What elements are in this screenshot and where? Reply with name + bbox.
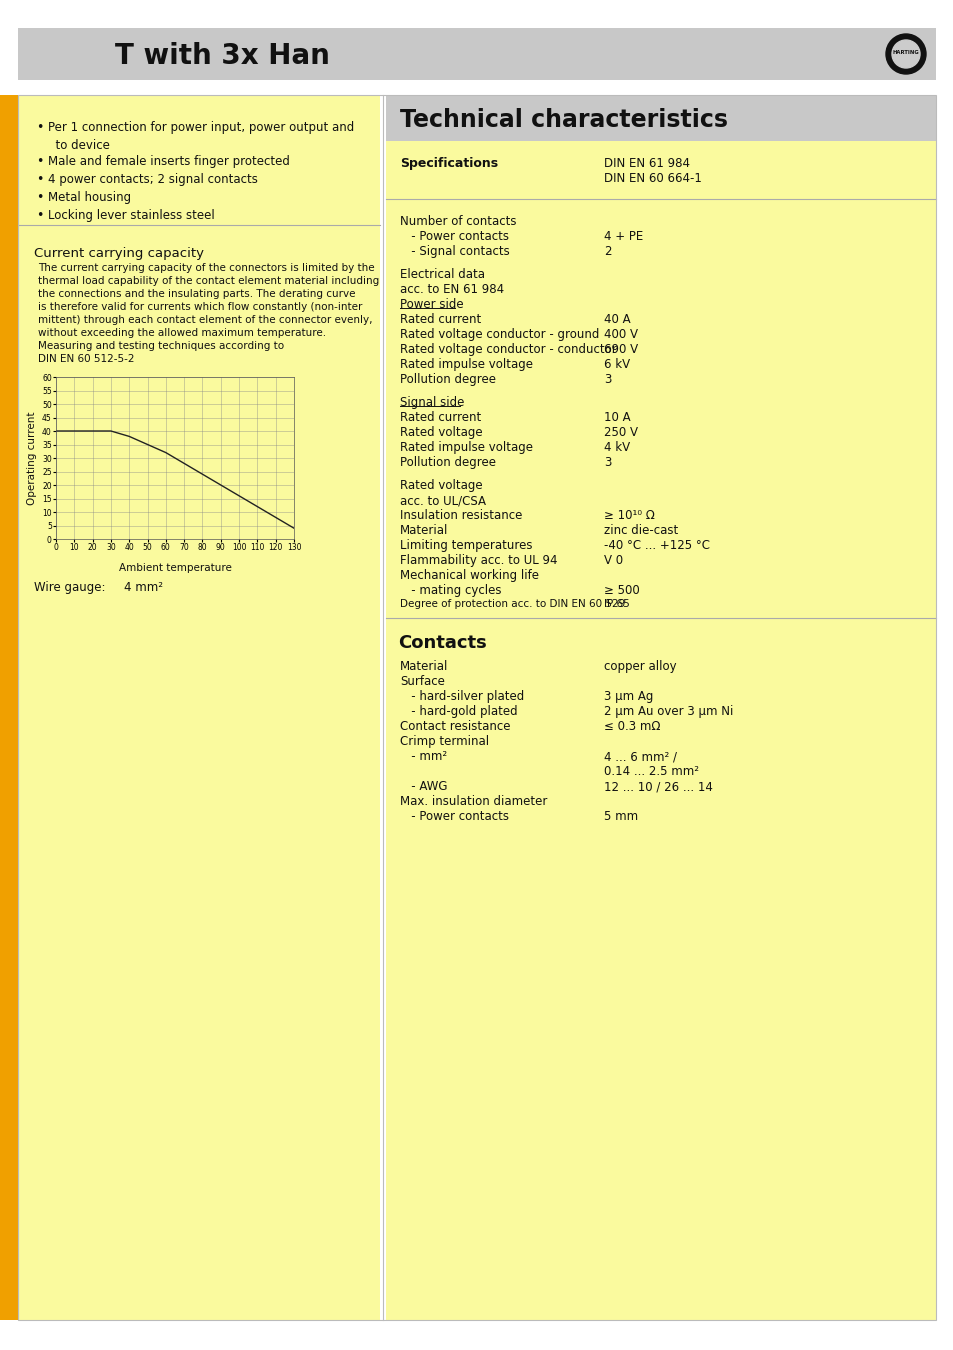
Text: acc. to EN 61 984: acc. to EN 61 984 [399,284,503,296]
Text: Specifications: Specifications [399,157,497,170]
Text: 2: 2 [603,244,611,258]
Text: Material: Material [399,524,448,537]
Text: 2 μm Au over 3 μm Ni: 2 μm Au over 3 μm Ni [603,705,733,718]
Text: 400 V: 400 V [603,328,638,342]
Text: - Power contacts: - Power contacts [399,810,509,824]
Text: Per 1 connection for power input, power output and: Per 1 connection for power input, power … [48,122,354,134]
Text: IP 65: IP 65 [603,599,629,609]
Text: Rated current: Rated current [399,410,480,424]
Text: The current carrying capacity of the connectors is limited by the: The current carrying capacity of the con… [38,263,375,273]
Circle shape [885,34,925,74]
Text: 5 mm: 5 mm [603,810,638,824]
Text: mittent) through each contact element of the connector evenly,: mittent) through each contact element of… [38,315,372,325]
Text: 4 mm²: 4 mm² [124,580,163,594]
Text: HARTING: HARTING [892,50,919,54]
Text: - hard-gold plated: - hard-gold plated [399,705,517,718]
Text: 3 μm Ag: 3 μm Ag [603,690,653,703]
Text: 4 power contacts; 2 signal contacts: 4 power contacts; 2 signal contacts [48,173,257,186]
Text: Rated voltage: Rated voltage [399,479,482,491]
Text: 3: 3 [603,456,611,468]
Text: •: • [36,190,43,204]
Text: Ambient temperature: Ambient temperature [118,563,232,572]
Text: Signal side: Signal side [399,396,464,409]
Text: - mm²: - mm² [399,751,447,763]
Text: Mechanical working life: Mechanical working life [399,568,538,582]
Circle shape [891,40,919,68]
Text: Operating current: Operating current [27,412,37,505]
FancyBboxPatch shape [386,95,935,140]
Text: •: • [36,122,43,134]
Text: -40 °C ... +125 °C: -40 °C ... +125 °C [603,539,709,552]
Text: - Signal contacts: - Signal contacts [399,244,509,258]
Text: Max. insulation diameter: Max. insulation diameter [399,795,547,809]
Text: Insulation resistance: Insulation resistance [399,509,522,522]
Text: to device: to device [48,139,110,153]
Text: ≥ 500: ≥ 500 [603,585,639,597]
Text: 690 V: 690 V [603,343,638,356]
Text: Current carrying capacity: Current carrying capacity [34,247,204,261]
Text: 4 kV: 4 kV [603,441,630,454]
Text: Rated impulse voltage: Rated impulse voltage [399,358,533,371]
Text: T with 3x Han: T with 3x Han [115,42,330,70]
Text: Flammability acc. to UL 94: Flammability acc. to UL 94 [399,554,557,567]
Text: Electrical data: Electrical data [399,269,484,281]
FancyBboxPatch shape [386,95,935,1320]
Text: Metal housing: Metal housing [48,190,131,204]
Text: Power side: Power side [399,298,463,311]
Text: •: • [36,173,43,186]
Text: 6 kV: 6 kV [603,358,630,371]
Text: acc. to UL/CSA: acc. to UL/CSA [399,494,485,508]
Text: Technical characteristics: Technical characteristics [399,108,727,132]
Text: Contact resistance: Contact resistance [399,720,510,733]
Text: Pollution degree: Pollution degree [399,456,496,468]
Text: Rated voltage conductor - conductor: Rated voltage conductor - conductor [399,343,616,356]
Text: copper alloy: copper alloy [603,660,676,674]
Text: 12 ... 10 / 26 ... 14: 12 ... 10 / 26 ... 14 [603,780,712,792]
Text: Limiting temperatures: Limiting temperatures [399,539,532,552]
Text: Material: Material [399,660,448,674]
Text: 4 + PE: 4 + PE [603,230,642,243]
Text: Rated current: Rated current [399,313,480,325]
Text: DIN EN 60 512-5-2: DIN EN 60 512-5-2 [38,354,134,364]
Text: 10 A: 10 A [603,410,630,424]
Text: Measuring and testing techniques according to: Measuring and testing techniques accordi… [38,342,284,351]
Text: Rated voltage: Rated voltage [399,427,482,439]
Text: Degree of protection acc. to DIN EN 60 529: Degree of protection acc. to DIN EN 60 5… [399,599,624,609]
Text: 3: 3 [603,373,611,386]
Text: the connections and the insulating parts. The derating curve: the connections and the insulating parts… [38,289,355,298]
Text: thermal load capability of the contact element material including: thermal load capability of the contact e… [38,275,379,286]
Text: Pollution degree: Pollution degree [399,373,496,386]
Text: DIN EN 60 664-1: DIN EN 60 664-1 [603,171,701,185]
Text: Male and female inserts finger protected: Male and female inserts finger protected [48,155,290,167]
Text: Locking lever stainless steel: Locking lever stainless steel [48,209,214,221]
Text: V 0: V 0 [603,554,622,567]
Text: •: • [36,209,43,221]
Text: - Power contacts: - Power contacts [399,230,509,243]
FancyBboxPatch shape [18,28,935,80]
Text: Contacts: Contacts [397,634,486,652]
Text: - mating cycles: - mating cycles [399,585,501,597]
Text: without exceeding the allowed maximum temperature.: without exceeding the allowed maximum te… [38,328,326,338]
Text: 0.14 ... 2.5 mm²: 0.14 ... 2.5 mm² [603,765,699,778]
Text: Surface: Surface [399,675,444,688]
FancyBboxPatch shape [18,95,379,1320]
Text: 40 A: 40 A [603,313,630,325]
Text: Rated voltage conductor - ground: Rated voltage conductor - ground [399,328,598,342]
Text: Wire gauge:: Wire gauge: [34,580,106,594]
Text: ≥ 10¹⁰ Ω: ≥ 10¹⁰ Ω [603,509,654,522]
FancyBboxPatch shape [0,95,18,1320]
Text: Number of contacts: Number of contacts [399,215,516,228]
Text: DIN EN 61 984: DIN EN 61 984 [603,157,689,170]
Text: 250 V: 250 V [603,427,638,439]
Text: - AWG: - AWG [399,780,447,792]
Text: is therefore valid for currents which flow constantly (non-inter: is therefore valid for currents which fl… [38,302,362,312]
Text: Rated impulse voltage: Rated impulse voltage [399,441,533,454]
Text: ≤ 0.3 mΩ: ≤ 0.3 mΩ [603,720,659,733]
Text: 4 ... 6 mm² /: 4 ... 6 mm² / [603,751,677,763]
Text: - hard-silver plated: - hard-silver plated [399,690,524,703]
Text: Crimp terminal: Crimp terminal [399,734,489,748]
Text: •: • [36,155,43,167]
Text: zinc die-cast: zinc die-cast [603,524,678,537]
